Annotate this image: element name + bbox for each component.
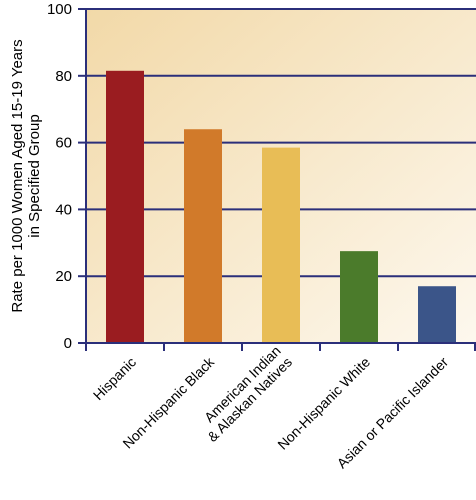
bar-3 xyxy=(340,251,378,343)
y-tick-label: 60 xyxy=(55,135,72,152)
axes xyxy=(85,9,476,351)
y-tick-labels: 0 20 40 60 80 100 xyxy=(47,1,72,352)
x-category-label: Hispanic xyxy=(90,354,139,403)
y-axis-label: Rate per 1000 Women Aged 15-19 Yearsin S… xyxy=(9,39,43,312)
y-tick-label: 0 xyxy=(64,335,72,352)
bars xyxy=(106,70,456,343)
y-tick-label: 20 xyxy=(55,268,72,285)
bar-4 xyxy=(418,286,456,343)
y-tick-label: 40 xyxy=(55,201,72,218)
bar-1 xyxy=(184,129,222,343)
bar-0 xyxy=(106,70,144,343)
y-tick-label: 80 xyxy=(55,68,72,85)
bar-2 xyxy=(262,147,300,343)
y-tick-label: 100 xyxy=(47,1,72,18)
